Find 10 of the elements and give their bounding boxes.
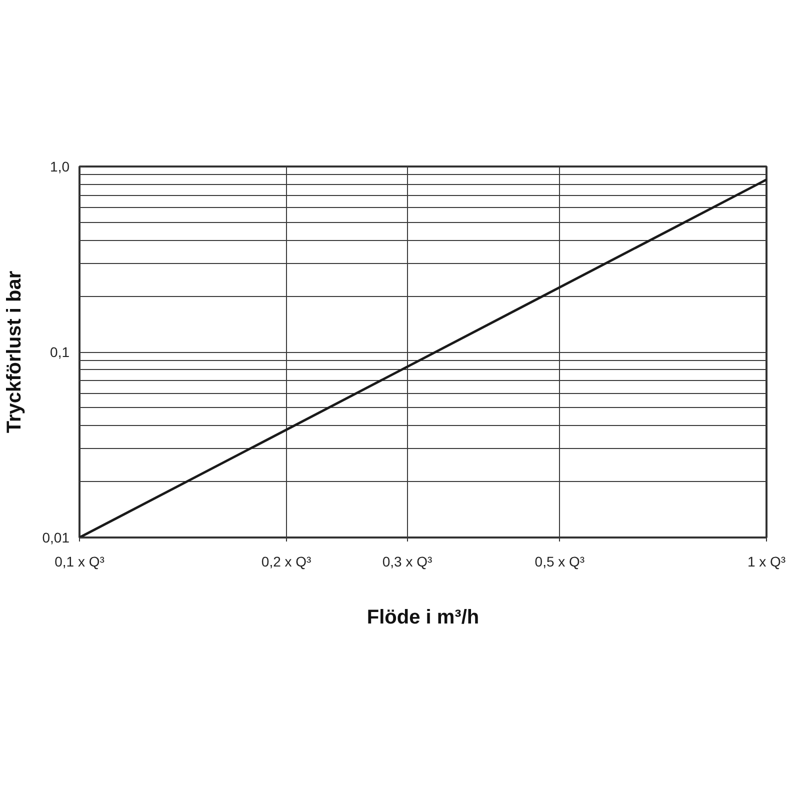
- x-tick-label: 1 x Q³: [747, 554, 786, 570]
- x-tick-label: 0,2 x Q³: [261, 554, 312, 570]
- x-axis-title: Flöde i m³/h: [366, 606, 480, 628]
- x-tick-label: 0,1 x Q³: [54, 554, 105, 570]
- x-tick-label: 0,3 x Q³: [382, 554, 433, 570]
- x-tick-label: 0,5 x Q³: [534, 554, 585, 570]
- y-tick-label: 0,01: [42, 530, 70, 546]
- y-tick-label: 0,1: [50, 344, 70, 360]
- y-tick-label: 1,0: [50, 158, 70, 174]
- y-axis-title: Tryckförlust i bar: [3, 270, 26, 434]
